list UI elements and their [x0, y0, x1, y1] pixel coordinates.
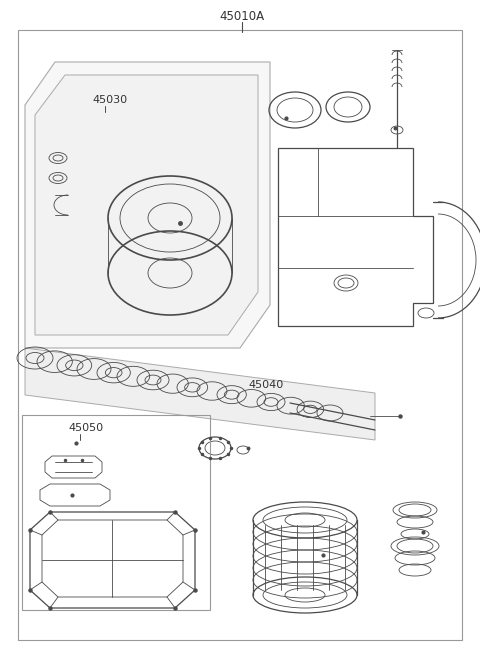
Polygon shape: [35, 75, 258, 335]
Bar: [22, 415, 210, 610]
Text: 45040: 45040: [248, 380, 283, 390]
Text: 45010A: 45010A: [219, 10, 264, 22]
Text: 45050: 45050: [68, 423, 103, 433]
Polygon shape: [25, 348, 375, 440]
Text: 45030: 45030: [92, 95, 127, 105]
Polygon shape: [25, 62, 270, 348]
